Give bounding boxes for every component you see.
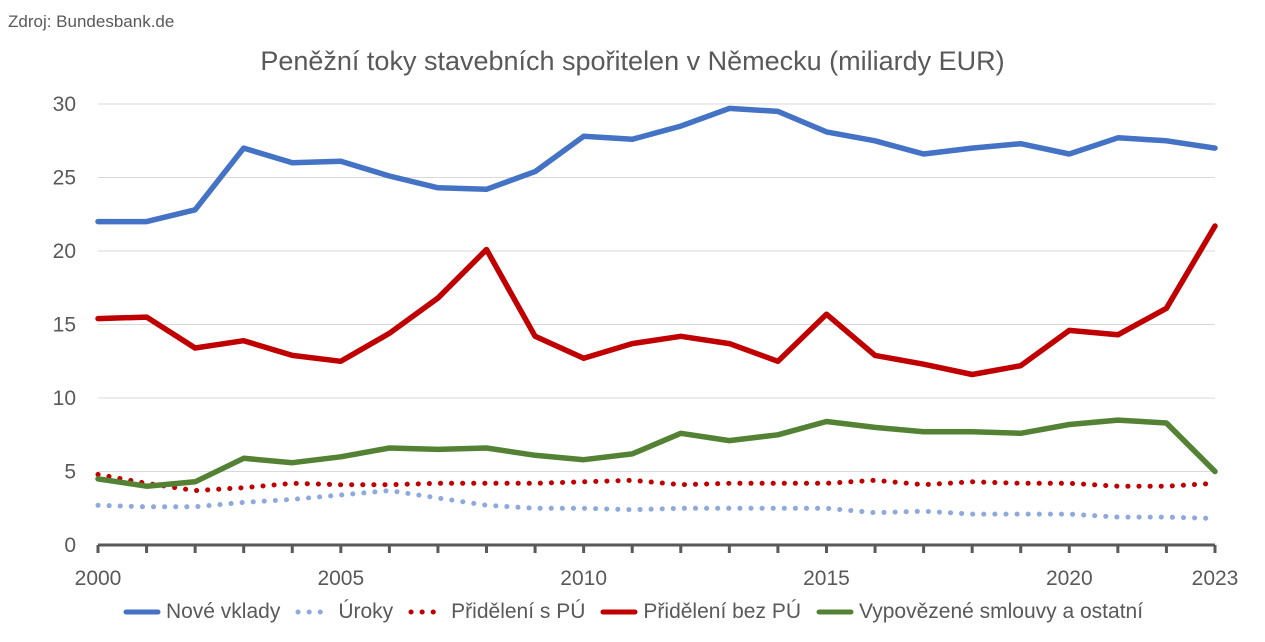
legend-swatch [123, 609, 161, 615]
series-line-2 [95, 471, 1218, 494]
legend-label: Přidělení bez PÚ [643, 600, 801, 623]
x-tick-label: 2000 [75, 567, 122, 590]
y-tick-label: 15 [53, 314, 76, 337]
legend: Nové vklady Úroky Přidělení s PÚ Přidělení … [0, 600, 1265, 624]
x-tick-label: 2020 [1046, 567, 1093, 590]
legend-swatch [408, 609, 446, 615]
series-line-1 [95, 488, 1218, 521]
legend-label: Nové vklady [165, 600, 281, 623]
y-tick-label: 30 [53, 93, 76, 116]
legend-swatch [295, 609, 333, 615]
series-lines [95, 105, 1218, 521]
y-tick-label: 20 [53, 240, 76, 263]
legend-label: Vypovězené smlouvy a ostatní [859, 600, 1144, 623]
series-line-0 [95, 105, 1218, 225]
legend-label: Úroky [338, 600, 394, 623]
legend-item: Úroky [294, 600, 393, 624]
x-tick-label: 2015 [803, 567, 850, 590]
y-tick-label: 25 [53, 167, 76, 190]
x-tick-label: 2005 [317, 567, 364, 590]
grid-lines [98, 103, 1215, 472]
y-tick-label: 10 [53, 387, 76, 410]
legend-label: Přidělení s PÚ [451, 600, 586, 623]
y-tick-label: 5 [64, 461, 76, 484]
legend-item: Vypovězené smlouvy a ostatní [815, 600, 1143, 624]
legend-item: Nové vklady [122, 600, 280, 624]
x-tick-label: 2023 [1192, 567, 1239, 590]
series-line-4 [95, 417, 1218, 489]
chart-title: Peněžní toky stavebních spořitelen v Něm… [260, 46, 1005, 76]
source-note: Zdroj: Bundesbank.de [8, 12, 175, 31]
series-line-3 [95, 223, 1218, 378]
legend-swatch [816, 609, 854, 615]
y-tick-label: 0 [64, 534, 76, 557]
y-axis-tick-labels: 0 5 10 15 20 25 30 [53, 93, 76, 557]
legend-item: Přidělení bez PÚ [599, 600, 801, 624]
legend-item: Přidělení s PÚ [407, 600, 585, 624]
x-axis: 2000 2005 2010 2015 2020 2023 [75, 543, 1239, 590]
line-chart: 0 5 10 15 20 25 30 2000 2005 2010 2015 2020 2023 [53, 93, 1239, 590]
legend-swatch [600, 609, 638, 615]
x-tick-label: 2010 [560, 567, 607, 590]
